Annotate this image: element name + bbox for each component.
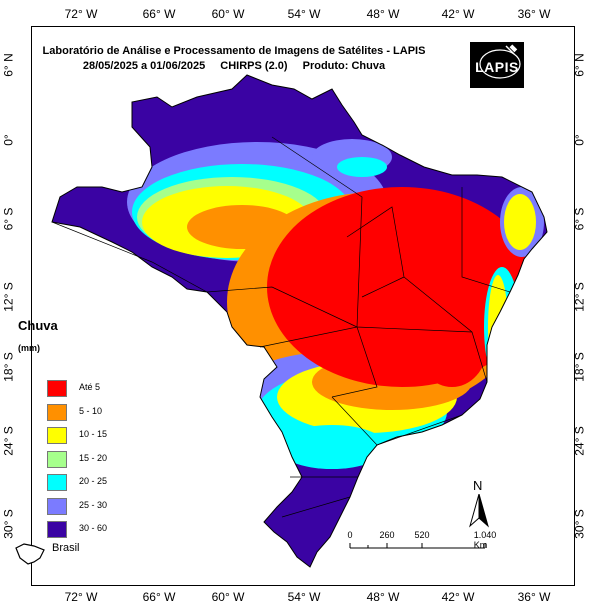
title-line2: 28/05/2025 a 01/06/2025 CHIRPS (2.0) Pro… [18,59,450,74]
title-line1: Laboratório de Análise e Processamento d… [42,45,426,57]
legend-swatch [47,380,67,397]
legend-swatch [47,474,67,491]
legend-item: 20 - 25 [47,474,167,492]
latitude-tick: 6° N [572,53,587,77]
legend-swatch [47,521,67,538]
scale-bar-line [349,543,486,549]
rainfall-map [51,74,548,568]
latitude-tick: 30° S [572,509,587,539]
latitude-tick: 24° S [1,426,16,456]
longitude-tick: 48° W [366,590,400,604]
longitude-tick: 54° W [287,590,321,604]
date-range: 28/05/2025 a 01/06/2025 [82,60,206,72]
latitude-tick: 12° S [1,282,16,312]
legend-title: Chuva [18,318,58,333]
latitude-tick: 0° [572,134,587,146]
north-arrow: N [468,478,490,528]
scale-bar: 0 260 520 1.040 Km [345,530,497,560]
north-arrow-icon [469,494,489,528]
longitude-tick: 66° W [142,590,176,604]
north-label: N [473,478,483,493]
legend-label: 15 - 20 [79,452,108,463]
legend-label: 25 - 30 [79,499,108,510]
latitude-tick: 6° S [572,207,587,231]
legend-label: 30 - 60 [79,523,108,533]
legend-swatch [47,403,67,421]
latitude-tick: 6° N [1,53,16,77]
legend-swatch [47,427,67,444]
longitude-tick: 36° W [517,7,551,21]
scale-label: 0 [347,530,353,540]
legend-item: 30 - 60 [47,521,167,539]
scale-label: 1.040 Km [473,530,497,550]
longitude-tick: 36° W [517,590,551,604]
scale-label: 520 [414,530,430,540]
logo-text: LAPIS [475,59,519,75]
longitude-tick: 72° W [64,590,98,604]
product-name: Produto: Chuva [302,60,386,72]
satellite-icon [479,44,521,79]
legend-label: 5 - 10 [79,405,103,416]
legend-swatch [47,450,67,468]
legend-item: 10 - 15 [47,427,167,445]
map-legend: Chuva (mm) [18,318,128,353]
longitude-tick: 54° W [287,7,321,21]
latitude-tick: 18° S [572,352,587,382]
longitude-tick: 42° W [441,590,475,604]
scale-label: 260 [379,530,395,540]
map-frame [31,26,575,586]
latitude-tick: 24° S [572,426,587,456]
latitude-tick: 6° S [1,207,16,231]
longitude-tick: 42° W [441,7,475,21]
legend-item: 25 - 30 [47,497,167,516]
map-title: Laboratório de Análise e Processamento d… [18,44,450,74]
brasil-label: Brasil [52,542,80,554]
dataset-name: CHIRPS (2.0) [220,60,288,72]
latitude-tick: 0° [1,134,16,146]
legend-label: 20 - 25 [79,476,108,486]
latitude-tick: 30° S [1,509,16,539]
latitude-tick: 18° S [1,352,16,382]
legend-item: 15 - 20 [47,450,167,469]
brasil-outline-icon [15,543,45,565]
legend-label: 10 - 15 [79,429,108,439]
lapis-logo: LAPIS [470,42,524,88]
legend-label: Até 5 [79,382,101,392]
longitude-tick: 72° W [64,7,98,21]
longitude-tick: 60° W [211,7,245,21]
legend-unit: (mm) [18,343,40,353]
longitude-tick: 60° W [211,590,245,604]
latitude-tick: 12° S [572,282,587,312]
legend-swatch [47,497,67,515]
longitude-tick: 66° W [142,7,176,21]
longitude-tick: 48° W [366,7,400,21]
legend-item: 5 - 10 [47,403,167,422]
legend-item: Até 5 [47,380,167,398]
